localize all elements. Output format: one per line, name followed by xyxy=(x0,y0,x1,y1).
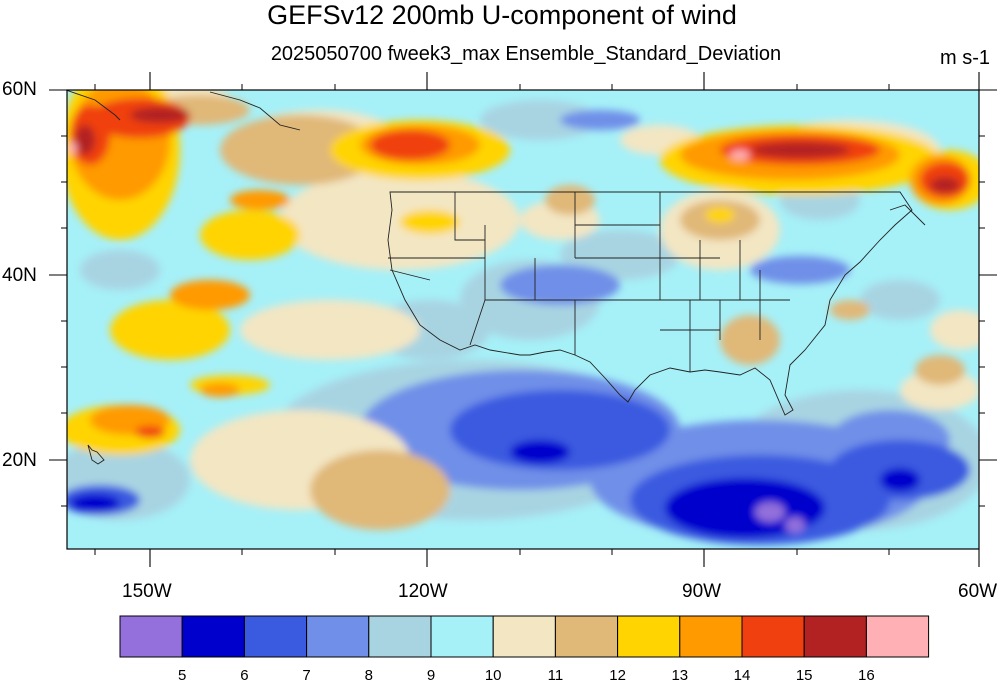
contour-blob xyxy=(665,478,825,538)
contour-blob xyxy=(450,390,670,470)
contour-blob xyxy=(500,265,620,305)
colorbar-tick-label: 12 xyxy=(609,667,626,684)
colorbar-swatch xyxy=(803,615,867,658)
contour-blob xyxy=(930,310,979,350)
contour-blob xyxy=(930,177,960,193)
colorbar-swatch xyxy=(119,615,183,658)
colorbar-swatch xyxy=(492,615,556,658)
units-label: m s-1 xyxy=(940,47,990,69)
map-frame xyxy=(66,89,980,550)
contour-blob xyxy=(400,210,460,234)
colorbar-swatch xyxy=(430,615,494,658)
contour-blob xyxy=(510,440,570,464)
contour-blob xyxy=(900,370,979,410)
contour-blob xyxy=(200,210,300,260)
lat-label-40n: 40N xyxy=(2,265,37,286)
contour-blob xyxy=(370,130,450,160)
colorbar-swatch xyxy=(617,615,681,658)
state-lines xyxy=(388,192,790,372)
colorbar-tick-label: 10 xyxy=(484,667,502,684)
contour-blob xyxy=(67,142,77,154)
colorbar-swatch xyxy=(368,615,432,658)
us-outline xyxy=(387,191,913,416)
contour-blob xyxy=(785,517,805,533)
contour-blob xyxy=(860,280,940,320)
contour-field xyxy=(67,90,979,549)
colorbar-tick-label: 11 xyxy=(547,667,564,684)
contour-blob xyxy=(750,142,850,158)
colorbar-tick-label: 14 xyxy=(733,667,751,684)
tick-marks xyxy=(49,72,997,567)
contour-blob xyxy=(80,250,160,290)
colorbar-swatch xyxy=(679,615,743,658)
contour-blob xyxy=(310,450,450,530)
contour-blob xyxy=(130,107,190,123)
contour-blob xyxy=(280,170,520,270)
contour-blob xyxy=(915,355,965,385)
colorbar-swatch xyxy=(243,615,308,658)
lon-label-150w: 150W xyxy=(122,581,172,602)
contour-blob xyxy=(755,502,785,522)
lat-label-20n: 20N xyxy=(2,450,37,471)
contour-blob xyxy=(70,494,120,512)
colorbar-tick-label: 16 xyxy=(858,667,875,684)
colorbar-tick-label: 7 xyxy=(302,667,311,684)
colorbar-tick-label: 13 xyxy=(671,667,689,684)
colorbar-tick-label: 6 xyxy=(240,667,249,684)
contour-blob xyxy=(220,115,380,185)
colorbar xyxy=(119,615,930,658)
contour-blob xyxy=(830,300,870,320)
state-borders xyxy=(67,90,926,465)
contour-blob xyxy=(110,300,230,360)
contour-blob xyxy=(240,300,420,360)
chart-subtitle: 2025050700 fweek3_max Ensemble_Standard_… xyxy=(270,43,782,65)
contour-blob xyxy=(560,110,640,130)
contour-blob xyxy=(750,256,850,284)
contour-blob xyxy=(705,207,735,223)
colorbar-tick-label: 15 xyxy=(795,667,813,684)
lon-label-120w: 120W xyxy=(398,581,448,602)
contour-blob xyxy=(170,280,250,310)
colorbar-swatch xyxy=(741,615,805,658)
canada-coast xyxy=(67,90,926,226)
contour-blob xyxy=(560,230,680,280)
hawaii-outline xyxy=(87,444,105,465)
contour-blob xyxy=(75,125,95,155)
lat-label-60n: 60N xyxy=(2,79,37,100)
contour-blob xyxy=(730,150,750,160)
chart-title: GEFSv12 200mb U-component of wind xyxy=(267,0,737,30)
colorbar-tick-label: 9 xyxy=(426,667,436,684)
contour-blob xyxy=(720,315,780,365)
colorbar-swatch xyxy=(554,615,619,658)
colorbar-swatch xyxy=(306,615,370,658)
lon-label-90w: 90W xyxy=(682,581,722,602)
colorbar-swatch xyxy=(865,615,930,658)
lon-label-60w: 60W xyxy=(958,581,998,602)
colorbar-tick-label: 5 xyxy=(178,667,187,684)
contour-blob xyxy=(200,383,240,397)
contour-blob xyxy=(135,426,165,438)
contour-blob xyxy=(230,190,290,210)
contour-blob xyxy=(880,468,920,492)
minor-tick-marks xyxy=(61,84,985,555)
colorbar-swatch xyxy=(181,615,245,658)
contour-blob xyxy=(545,185,595,215)
contour-blob xyxy=(480,100,600,140)
colorbar-tick-label: 8 xyxy=(364,667,373,684)
